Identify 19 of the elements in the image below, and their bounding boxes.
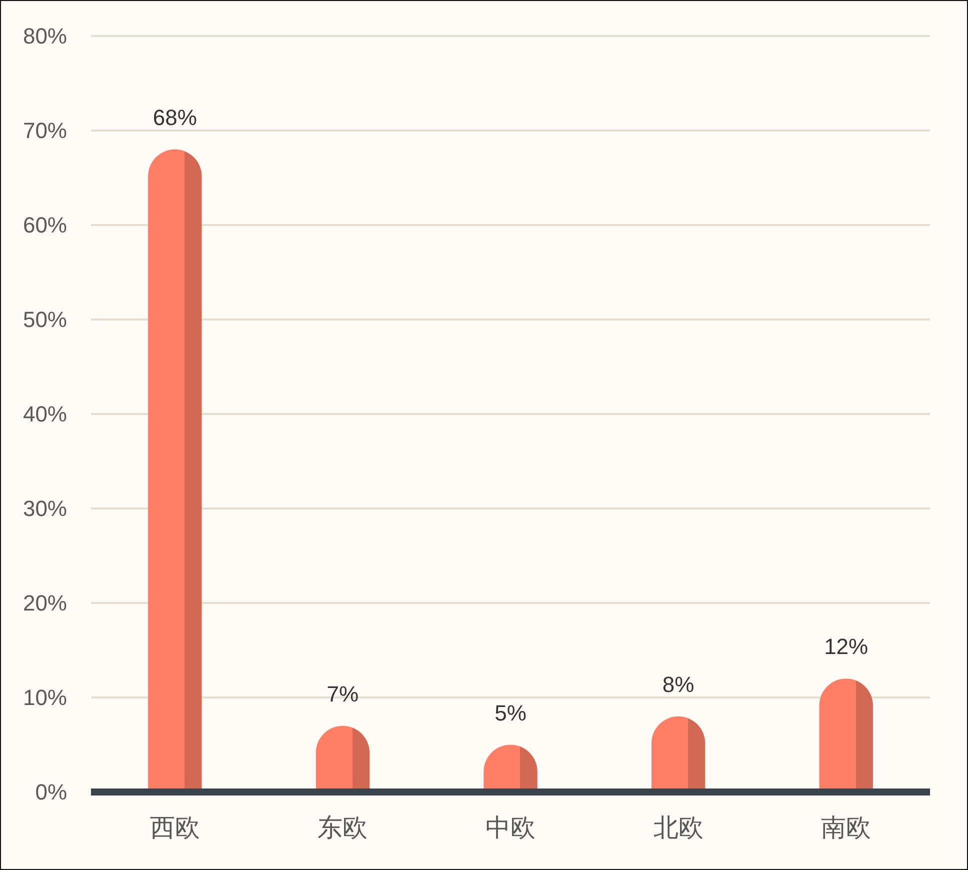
data-label: 5% bbox=[494, 700, 526, 726]
y-tick-label: 0% bbox=[35, 780, 67, 804]
x-tick-label: 西欧 bbox=[150, 814, 200, 842]
y-tick-label: 70% bbox=[22, 118, 67, 143]
x-tick-label: 北欧 bbox=[653, 814, 704, 842]
y-tick-label: 60% bbox=[22, 212, 67, 238]
x-tick-label: 东欧 bbox=[318, 814, 368, 842]
y-tick-label: 50% bbox=[22, 307, 67, 332]
data-label: 68% bbox=[152, 104, 197, 130]
x-tick-label: 南欧 bbox=[821, 814, 872, 842]
y-tick-label: 10% bbox=[22, 685, 67, 710]
y-tick-label: 40% bbox=[22, 402, 67, 426]
y-tick-label: 80% bbox=[22, 24, 67, 48]
y-tick-label: 30% bbox=[22, 496, 67, 521]
data-label: 12% bbox=[824, 634, 868, 660]
data-label: 8% bbox=[662, 672, 694, 697]
x-tick-label: 中欧 bbox=[486, 814, 536, 842]
data-label: 7% bbox=[326, 681, 359, 706]
y-tick-label: 20% bbox=[22, 590, 67, 616]
